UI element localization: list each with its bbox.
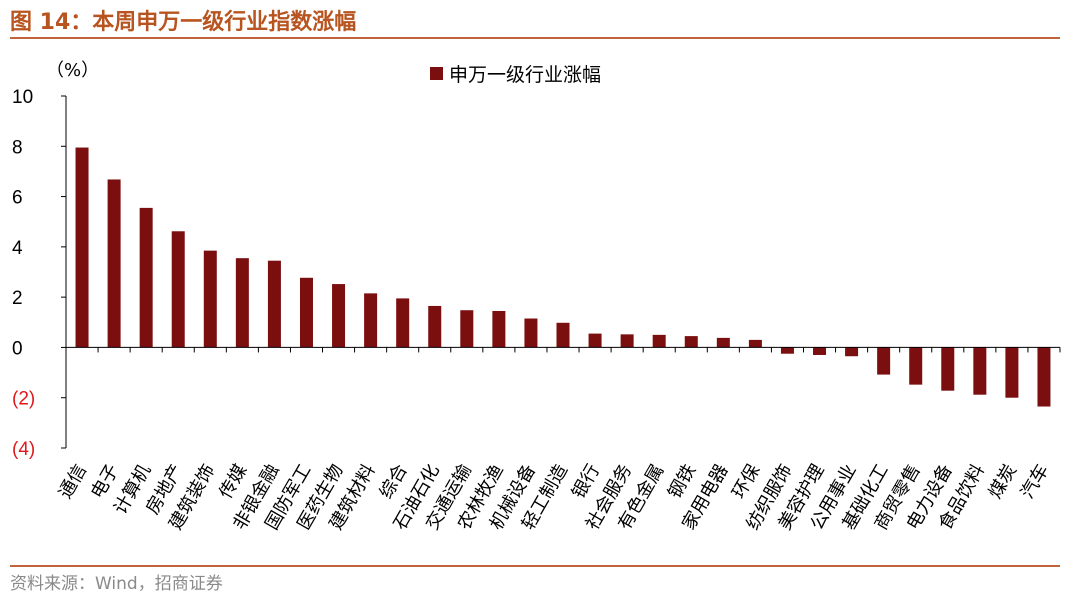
legend-swatch bbox=[430, 67, 443, 80]
bar bbox=[492, 310, 506, 348]
y-tick-label: 2 bbox=[12, 288, 23, 309]
y-tick-label: (4) bbox=[12, 439, 35, 460]
bar bbox=[716, 337, 730, 348]
bar bbox=[748, 339, 762, 348]
y-tick-label: 4 bbox=[12, 238, 23, 259]
chart-title: 图 14：本周申万一级行业指数涨幅 bbox=[10, 10, 357, 35]
category-label: 煤炭 bbox=[985, 461, 1021, 503]
source-divider bbox=[10, 565, 1060, 567]
bar bbox=[75, 147, 89, 348]
x-axis bbox=[65, 346, 1061, 353]
bar bbox=[460, 310, 474, 348]
bar bbox=[299, 277, 313, 348]
category-labels: 通信电子计算机房地产建筑装饰传媒非银金融国防军工医药生物建筑材料综合石油石化交通… bbox=[55, 461, 1053, 534]
bar bbox=[973, 347, 987, 395]
bar bbox=[620, 334, 634, 348]
bars bbox=[75, 147, 1051, 407]
y-tick-label: 10 bbox=[12, 87, 33, 108]
y-axis-unit-label: （%） bbox=[46, 60, 99, 81]
bar bbox=[877, 347, 891, 375]
bar bbox=[556, 322, 570, 348]
bar bbox=[588, 333, 602, 348]
bar bbox=[652, 334, 666, 348]
bar bbox=[524, 318, 538, 348]
y-tick-label: 6 bbox=[12, 188, 23, 209]
bar bbox=[813, 347, 827, 355]
title-divider bbox=[10, 37, 1060, 39]
bar bbox=[396, 298, 410, 348]
bar bbox=[428, 305, 442, 348]
bar bbox=[235, 258, 249, 348]
bar bbox=[332, 284, 346, 348]
bar bbox=[1037, 347, 1051, 407]
y-tick-label: 8 bbox=[12, 137, 23, 158]
bar-chart: （%） 申万一级行业涨幅 10 8 6 4 2 0 (2) (4) 通信电子计算机房地产建筑装… bbox=[12, 60, 1061, 534]
bar bbox=[203, 250, 217, 348]
bar bbox=[139, 207, 153, 348]
bar bbox=[780, 347, 794, 354]
bar bbox=[845, 347, 859, 357]
legend-label: 申万一级行业涨幅 bbox=[449, 64, 601, 86]
bar bbox=[364, 293, 378, 348]
bar bbox=[107, 179, 121, 348]
category-label: 汽车 bbox=[1017, 461, 1053, 503]
bar bbox=[267, 260, 281, 348]
bar bbox=[941, 347, 955, 391]
source-note: 资料来源：Wind，招商证券 bbox=[10, 574, 223, 594]
bar bbox=[909, 347, 923, 385]
legend: 申万一级行业涨幅 bbox=[430, 64, 601, 86]
bar bbox=[684, 336, 698, 348]
category-label: 通信 bbox=[55, 461, 91, 503]
y-tick-label: 0 bbox=[12, 338, 23, 359]
y-tick-label: (2) bbox=[12, 389, 35, 410]
y-axis: 10 8 6 4 2 0 (2) (4) bbox=[12, 87, 67, 460]
bar bbox=[1005, 347, 1019, 398]
bar bbox=[171, 231, 185, 348]
